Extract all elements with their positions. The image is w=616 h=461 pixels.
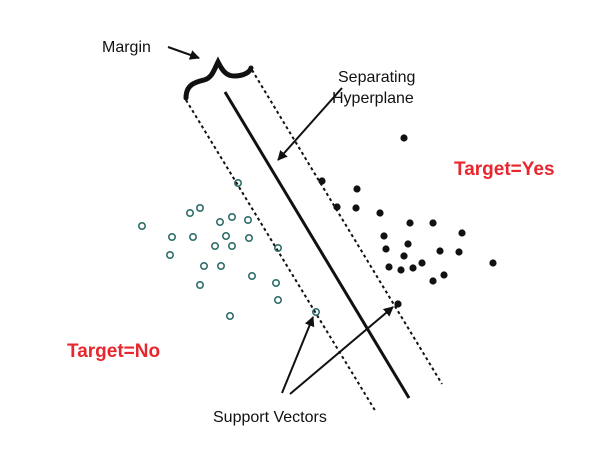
open-point (138, 222, 147, 231)
open-point (248, 271, 257, 280)
open-point (166, 251, 175, 260)
support-vector-arrow-right (289, 306, 394, 395)
target-no-label: Target=No (67, 341, 160, 362)
open-point (222, 232, 231, 241)
filled-point (455, 248, 463, 256)
support-vector-arrow-left (281, 316, 315, 394)
open-point (200, 261, 209, 270)
filled-point (440, 271, 448, 279)
filled-point (385, 263, 393, 271)
open-point (245, 234, 254, 243)
filled-point (333, 203, 341, 211)
open-point (234, 179, 243, 188)
open-point (273, 295, 282, 304)
class-no-points (138, 179, 320, 320)
filled-point (353, 185, 361, 193)
filled-point (429, 219, 437, 227)
filled-point (409, 264, 417, 272)
open-point (196, 280, 205, 289)
margin-label: Margin (102, 39, 151, 56)
support-vector-open (311, 307, 320, 316)
filled-point (400, 252, 408, 260)
open-point (189, 233, 198, 242)
open-point (226, 311, 235, 320)
filled-point (489, 259, 497, 267)
filled-point (318, 177, 326, 185)
open-point (196, 204, 205, 213)
open-point (186, 209, 195, 218)
open-point (168, 233, 177, 242)
filled-point (376, 209, 384, 217)
filled-point (436, 247, 444, 255)
margin-line-left (185, 99, 377, 413)
filled-point (380, 232, 388, 240)
filled-point (397, 266, 405, 274)
open-point (228, 213, 237, 222)
filled-point (406, 219, 414, 227)
filled-point (400, 134, 408, 142)
filled-point (404, 240, 412, 248)
margin-line-right (251, 69, 443, 385)
margin-brace (183, 56, 254, 101)
hyperplane-arrow (277, 87, 343, 161)
hyperplane-label-line2: Hyperplane (332, 90, 414, 107)
margin-arrow (167, 46, 200, 60)
class-yes-points (318, 134, 497, 308)
support-vector-filled (394, 300, 402, 308)
target-yes-label: Target=Yes (454, 159, 555, 180)
hyperplane-label-line1: Separating (338, 69, 415, 86)
open-point (271, 278, 280, 287)
open-point (228, 242, 237, 251)
open-point (216, 218, 225, 227)
open-point (217, 261, 226, 270)
filled-point (429, 277, 437, 285)
open-point (211, 242, 220, 251)
filled-point (458, 229, 466, 237)
open-point (244, 216, 253, 225)
filled-point (382, 245, 390, 253)
hyperplane-line (223, 91, 411, 399)
filled-point (352, 204, 360, 212)
filled-point (418, 259, 426, 267)
support-vectors-label: Support Vectors (213, 409, 327, 426)
open-point (273, 244, 282, 253)
